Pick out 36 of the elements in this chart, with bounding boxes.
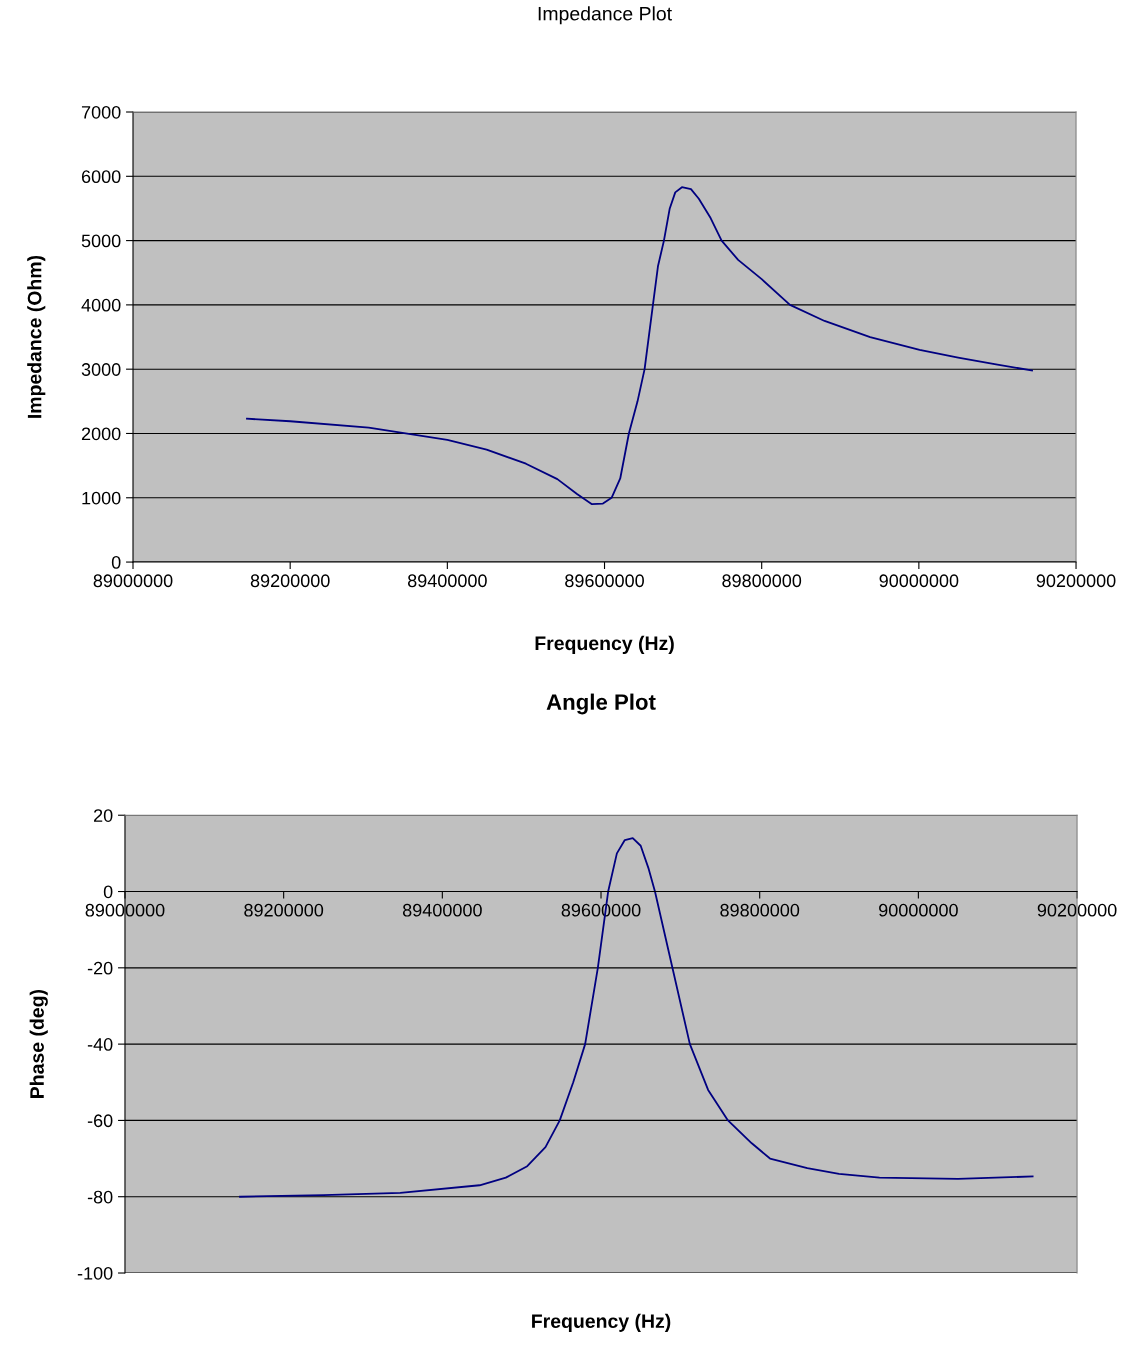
x-tick-label: 90200000 — [1037, 903, 1117, 917]
y-tick-label: 3000 — [81, 363, 121, 376]
y-tick-label: 1000 — [82, 491, 121, 505]
y-tick-label: 4000 — [81, 298, 121, 312]
y-tick-label: -100 — [77, 1266, 113, 1280]
y-tick-label: -20 — [87, 961, 113, 975]
x-tick-label: 90200000 — [1036, 574, 1116, 588]
x-tick-label: 89400000 — [402, 903, 482, 917]
y-tick-label: -60 — [87, 1114, 113, 1128]
y-tick-label: 0 — [103, 885, 113, 899]
y-tick-label: 5000 — [81, 234, 121, 248]
x-tick-label: 90000000 — [879, 903, 958, 917]
x-tick-label: 89800000 — [722, 574, 802, 588]
y-tick-label: -80 — [87, 1190, 113, 1204]
chart-title: Impedance Plot — [538, 6, 672, 25]
x-tick-label: 89400000 — [407, 574, 487, 588]
y-tick-label: 20 — [94, 809, 113, 822]
x-tick-label: 89200000 — [250, 574, 330, 588]
x-tick-label: 89600000 — [565, 574, 644, 588]
x-tick-label: 89000000 — [93, 574, 173, 588]
x-tick-label: 89000000 — [85, 903, 165, 917]
x-axis-title: Frequency (Hz) — [532, 1313, 671, 1332]
x-axis-title: Frequency (Hz) — [535, 635, 674, 654]
y-tick-label: 6000 — [81, 170, 121, 184]
y-axis-title: Phase (deg) — [29, 989, 48, 1098]
y-tick-label: 2000 — [81, 427, 121, 441]
line-series — [239, 837, 1034, 1198]
x-tick-label: 89200000 — [244, 903, 324, 917]
x-tick-label: 89800000 — [720, 903, 800, 917]
line-series — [246, 186, 1033, 506]
y-tick-label: 0 — [111, 556, 121, 569]
y-axis-title: Impedance (Ohm) — [27, 255, 46, 418]
y-tick-label: 7000 — [81, 105, 121, 119]
chart-title: Angle Plot — [546, 693, 656, 715]
x-tick-label: 90000000 — [879, 574, 959, 588]
y-tick-label: -40 — [87, 1038, 113, 1051]
